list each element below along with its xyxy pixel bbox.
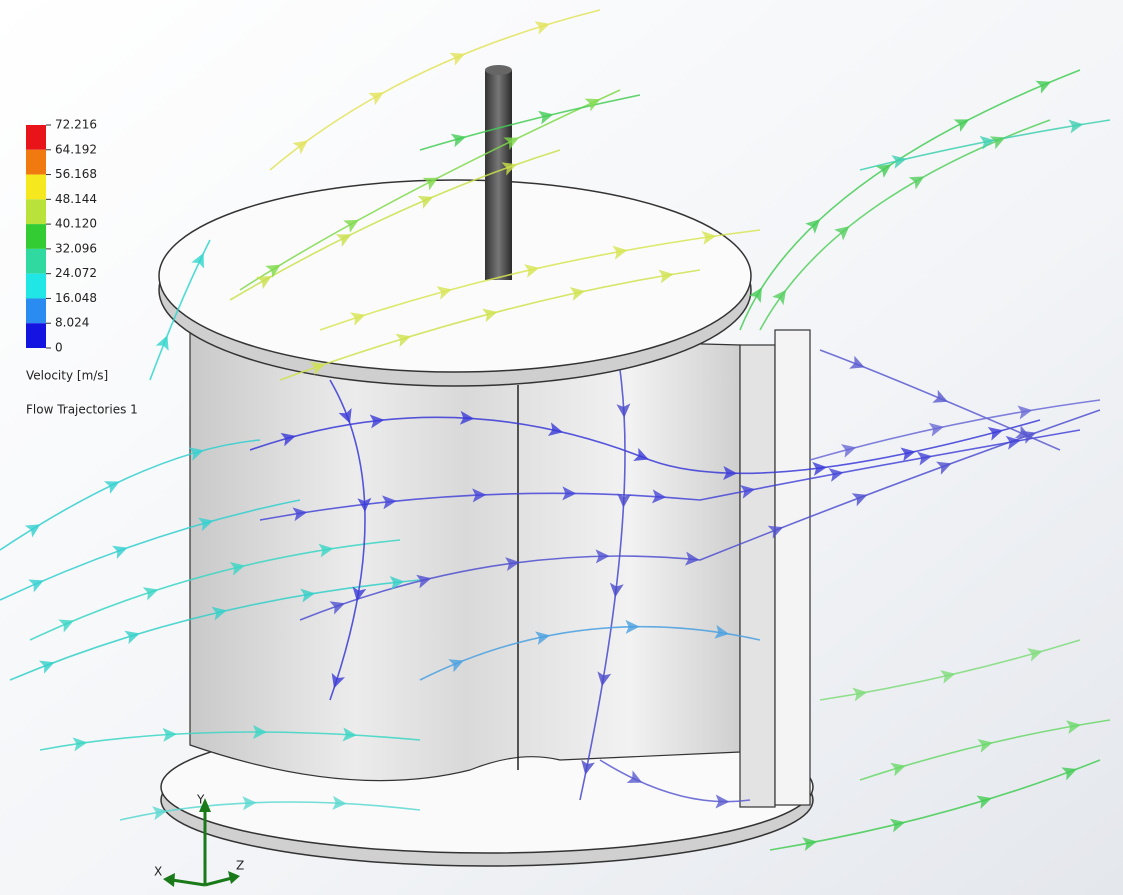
blade-plate — [740, 345, 775, 807]
colorbar-segment — [26, 298, 46, 323]
colorbar-tick-label: 40.120 — [55, 217, 97, 231]
colorbar-segment — [26, 150, 46, 175]
triad-label: Z — [236, 859, 244, 873]
colorbar-tick-label: 48.144 — [55, 192, 97, 206]
viewport: 72.216 64.192 56.168 48.144 40.120 32.096 24.0… — [0, 0, 1123, 895]
colorbar-segment — [26, 224, 46, 249]
plot-name: Flow Trajectories 1 — [26, 403, 138, 417]
colorbar-segment — [26, 125, 46, 150]
colorbar-tick-label: 32.096 — [55, 241, 97, 255]
colorbar-segment — [26, 323, 46, 348]
colorbar-segment — [26, 249, 46, 274]
colorbar-tick-label: 16.048 — [55, 291, 97, 305]
colorbar-segment — [26, 199, 46, 224]
colorbar-tick-label: 0 — [55, 341, 63, 355]
colorbar-tick-label: 56.168 — [55, 167, 97, 181]
triad-label: X — [154, 865, 162, 879]
triad-label: Y — [196, 793, 205, 807]
colorbar-tick-label: 24.072 — [55, 266, 97, 280]
rotor-blades — [190, 330, 740, 781]
colorbar-segment — [26, 274, 46, 299]
colorbar-tick-label: 72.216 — [55, 118, 97, 132]
colorbar-tick-label: 8.024 — [55, 316, 89, 330]
colorbar-segment — [26, 175, 46, 200]
colorbar-tick-label: 64.192 — [55, 142, 97, 156]
legend-title: Velocity [m/s] — [26, 369, 108, 383]
shaft-top — [485, 65, 512, 75]
blade-plate — [775, 330, 810, 805]
